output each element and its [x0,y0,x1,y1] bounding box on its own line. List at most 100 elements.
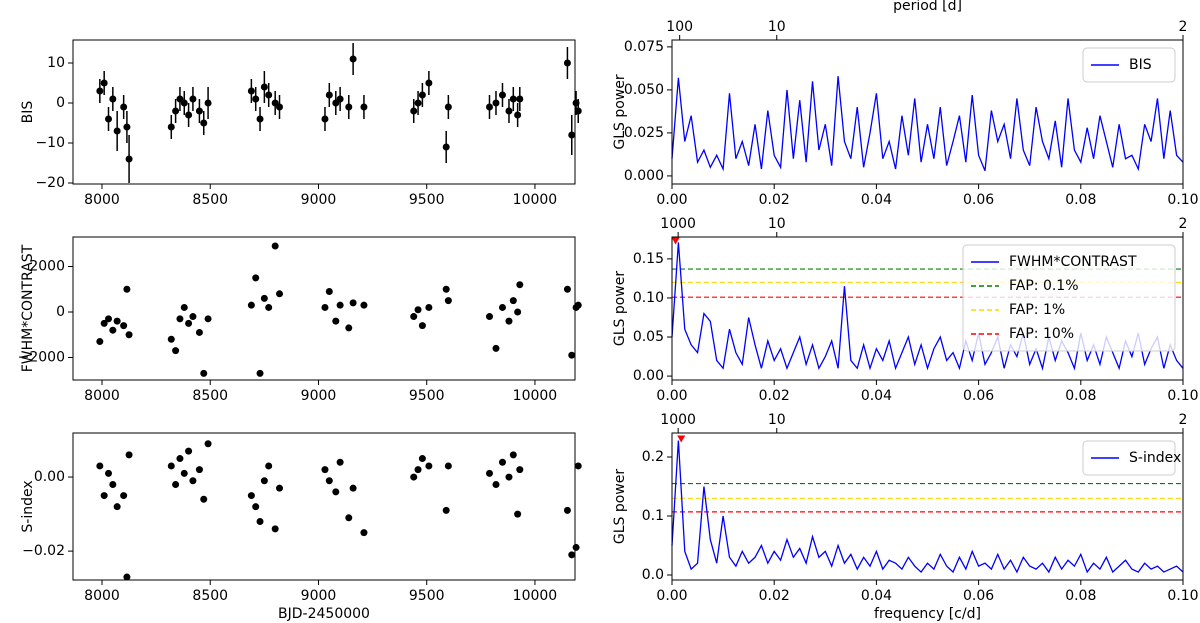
data-point [572,543,580,551]
data-point [514,111,522,119]
y-tick-label: 0.075 [624,39,664,55]
x2-tick-label: 10 [768,19,786,35]
data-point [332,317,340,325]
data-point [185,447,193,455]
data-point [125,155,133,163]
data-point [204,440,212,448]
legend-box [1082,47,1176,83]
x-tick-label: 9500 [409,588,445,604]
x-tick-label: 0.08 [1065,588,1096,604]
x2-tick-label: 1000 [660,412,696,428]
legend-label: FAP: 10% [1009,326,1074,342]
x-tick-label: 9000 [301,588,337,604]
data-point [568,351,576,359]
y-tick-label: 0.1 [642,508,664,524]
x-tick-label: 0.08 [1065,192,1096,208]
x-tick-label: 8500 [192,588,228,604]
data-point [176,455,184,463]
data-point [265,91,273,99]
data-point [200,119,208,127]
data-point [195,107,203,115]
data-point [418,91,426,99]
data-point [172,107,180,115]
plot-frame [72,236,576,381]
x2-tick-label: 1000 [660,216,696,232]
data-point [516,95,524,103]
data-point [444,297,452,305]
data-point [125,451,133,459]
y-tick-label: −10 [35,135,65,151]
data-point [180,469,188,477]
data-point [185,319,193,327]
data-point [109,95,117,103]
x-tick-label: 0.00 [656,388,687,404]
data-point [442,285,450,293]
data-point [247,301,255,309]
data-point [256,517,264,525]
data-point [265,462,273,470]
y-tick-label: 0.10 [633,290,664,306]
y-axis-label: GLS power [612,469,628,545]
data-point [172,480,180,488]
y-tick-label: 0.00 [633,368,664,384]
data-point [100,492,108,500]
data-point [349,299,357,307]
x2-tick-label: 2 [1179,19,1188,35]
data-point [105,115,113,123]
data-point [492,99,500,107]
x-tick-label: 10000 [513,388,558,404]
x2-tick-label: 10 [768,216,786,232]
data-point [189,95,197,103]
data-point [125,331,133,339]
y-tick-label: 0.000 [624,168,664,184]
y-axis-label: S-index [20,480,36,532]
x-tick-label: 9000 [301,192,337,208]
data-point [425,79,433,87]
data-point [442,506,450,514]
data-point [410,107,418,115]
x-tick-label: 8000 [84,192,120,208]
data-point [509,297,517,305]
data-point [167,123,175,131]
data-point [336,301,344,309]
data-point [336,95,344,103]
data-point [120,492,128,500]
data-point [105,315,113,323]
data-point [260,294,268,302]
data-point [96,462,104,470]
legend-box [1082,440,1176,476]
data-point [204,99,212,107]
data-point [167,462,175,470]
data-point [256,115,264,123]
data-point [514,308,522,316]
data-point [113,127,121,135]
x-tick-label: 9500 [409,388,445,404]
periodogram-line [671,76,1184,172]
data-point [113,317,121,325]
data-point [200,495,208,503]
data-point [414,466,422,474]
x2-axis-label: period [d] [893,0,962,14]
data-point [252,95,260,103]
legend-label: BIS [1129,57,1152,73]
data-point [252,274,260,282]
data-point [100,319,108,327]
data-point [425,462,433,470]
x-tick-label: 0.04 [861,192,892,208]
data-point [321,303,329,311]
x-tick-label: 9000 [301,388,337,404]
data-point [442,143,450,151]
data-point [516,466,524,474]
plot-frame [72,39,576,185]
data-point [345,324,353,332]
data-point [345,514,353,522]
data-point [574,301,582,309]
x-tick-label: 0.06 [963,388,994,404]
x-tick-label: 0.08 [1065,388,1096,404]
data-point [195,466,203,474]
data-point [485,103,493,111]
peak-marker [677,435,686,443]
data-point [418,322,426,330]
data-point [276,484,284,492]
data-point [172,347,180,355]
